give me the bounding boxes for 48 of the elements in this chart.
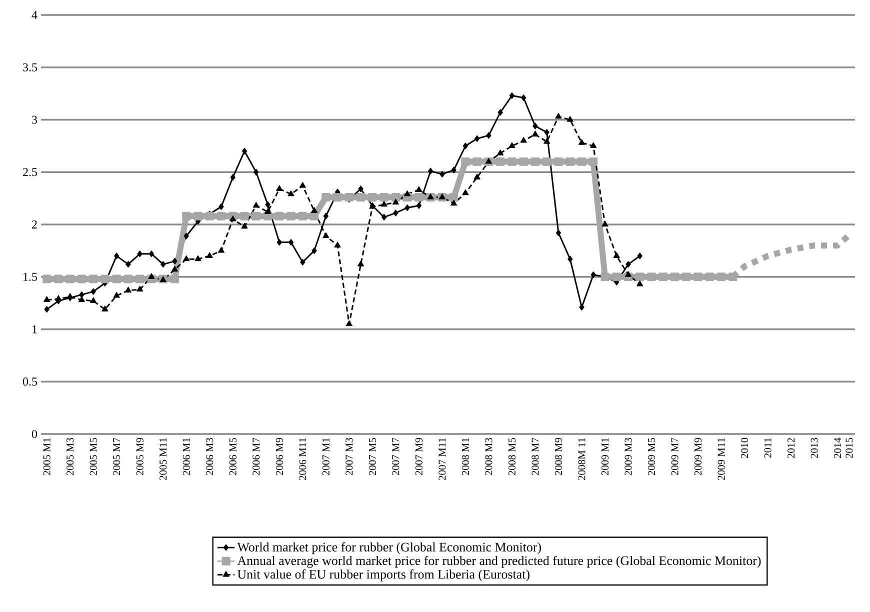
- y-tick-label: 2.5: [23, 168, 38, 176]
- x-tick-label: 2007 M7: [392, 438, 400, 476]
- x-tick-label: 2005 M1: [43, 438, 50, 476]
- y-tick-label: 0: [32, 430, 38, 438]
- x-tick-label: 2014: [834, 438, 842, 458]
- x-tick-label: 2006 M1: [182, 438, 190, 476]
- legend-label: World market price for rubber (Global Economic Monitor): [237, 542, 541, 554]
- y-tick-label: 3: [32, 116, 38, 124]
- y-tick-label: 3.5: [23, 63, 38, 72]
- x-tick-label: 2009 M11: [718, 438, 725, 480]
- x-tick-label: 2005 M5: [90, 438, 97, 476]
- x-tick-label: 2009 M3: [624, 438, 632, 476]
- x-tick-label: 2010: [741, 438, 748, 458]
- x-tick-label: 2006 M9: [276, 438, 283, 476]
- y-tick-label: 1.5: [24, 272, 38, 281]
- y-tick-label: 2: [32, 220, 37, 228]
- y-tick-label: 0.5: [22, 378, 38, 386]
- legend-label: Annual average world market price for rubber and predicted future price (Global Economic Monitor): [237, 556, 761, 568]
- x-tick-label: 2011: [764, 438, 772, 458]
- x-tick-label: 2005 M7: [113, 438, 120, 476]
- x-tick-label: 2007 M11: [438, 438, 446, 480]
- legend-label: Unit value of EU rubber imports from Liberia (Eurostat): [237, 569, 530, 582]
- x-tick-label: 2009 M9: [694, 438, 702, 476]
- x-tick-label: 2015: [846, 438, 853, 458]
- x-tick-label: 2008 M3: [485, 438, 492, 476]
- x-tick-label: 2007 M3: [346, 438, 353, 476]
- y-tick-label: 1: [32, 325, 37, 334]
- x-tick-label: 2008 M1: [462, 438, 469, 476]
- x-tick-label: 2007 M5: [368, 438, 376, 476]
- x-tick-label: 2005 M11: [160, 438, 167, 480]
- x-tick-label: 2008 M7: [532, 438, 539, 476]
- x-tick-label: 2005 M9: [136, 438, 144, 476]
- x-tick-label: 2008M 11: [578, 438, 586, 480]
- x-tick-label: 2007 M9: [415, 438, 422, 476]
- x-tick-label: 2007 M1: [322, 438, 330, 476]
- x-tick-label: 2009 M5: [648, 438, 656, 476]
- x-tick-label: 2006 M11: [299, 438, 306, 480]
- x-tick-label: 2012: [788, 438, 795, 458]
- y-tick-label: 4: [32, 11, 38, 19]
- x-tick-label: 2008 M5: [508, 438, 516, 476]
- x-tick-label: 2009 M7: [671, 438, 678, 476]
- x-tick-label: 2006 M5: [229, 438, 236, 476]
- x-tick-label: 2013: [810, 438, 818, 458]
- x-tick-label: 2006 M3: [206, 438, 214, 476]
- x-tick-label: 2008 M9: [554, 438, 562, 476]
- x-tick-label: 2005 M3: [66, 438, 74, 476]
- x-tick-label: 2006 M7: [252, 438, 260, 476]
- x-tick-label: 2009 M1: [601, 438, 609, 476]
